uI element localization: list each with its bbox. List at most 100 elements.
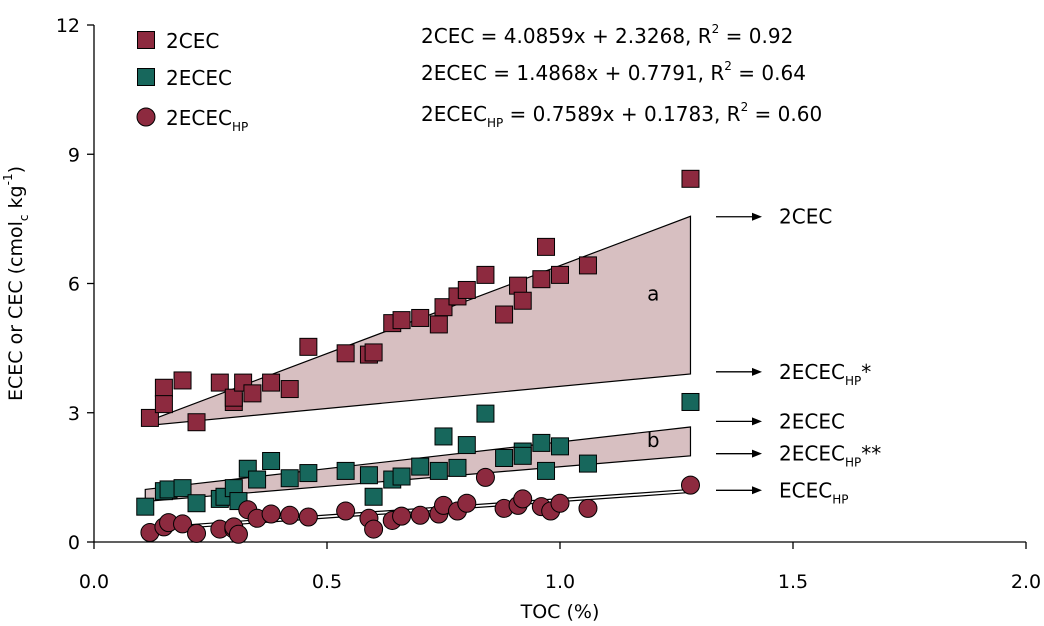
point-2ECEC bbox=[429, 461, 448, 480]
point-2CEC bbox=[280, 380, 299, 399]
point-2ECEC bbox=[434, 427, 453, 446]
point-2CEC bbox=[551, 265, 569, 284]
point-2ECEC bbox=[551, 437, 569, 456]
regression-equations: 2CEC = 4.0859x + 2.3268, R2​ = 0.92 2ECEC… bbox=[421, 22, 822, 130]
arrow-label-2: 2ECEC bbox=[779, 409, 845, 433]
point-2CEC bbox=[187, 413, 206, 432]
point-2ECEC_HP bbox=[680, 475, 700, 495]
legend-label-0: 2CEC bbox=[166, 29, 219, 53]
arrow-head-1 bbox=[752, 367, 762, 376]
point-2ECEC bbox=[187, 494, 206, 513]
point-2CEC bbox=[681, 169, 700, 188]
point-2CEC bbox=[224, 388, 243, 407]
point-2ECEC_HP bbox=[280, 505, 300, 525]
x-axis-title: TOC (%) bbox=[520, 601, 600, 623]
legend-marker-2 bbox=[136, 107, 156, 127]
x-tick-label: 0.5 bbox=[312, 571, 342, 593]
point-2CEC bbox=[495, 305, 514, 324]
region-label-a: a bbox=[647, 282, 659, 306]
point-2CEC bbox=[140, 408, 159, 427]
point-2ECEC_HP bbox=[457, 493, 477, 513]
point-2ECEC_HP bbox=[173, 514, 193, 534]
data-points bbox=[136, 169, 700, 544]
point-2CEC bbox=[243, 384, 262, 403]
point-2ECEC bbox=[359, 466, 378, 485]
y-axis-title: ECEC or CEC (cmolc​ kg-1​) bbox=[1, 166, 31, 401]
point-2ECEC_HP bbox=[578, 498, 598, 518]
point-2ECEC bbox=[392, 467, 411, 486]
point-2ECEC_HP bbox=[410, 505, 430, 525]
point-2CEC bbox=[429, 315, 448, 334]
point-2ECEC bbox=[411, 457, 430, 476]
y-tick-label: 0 bbox=[68, 532, 80, 554]
point-2CEC bbox=[173, 371, 192, 390]
point-2CEC bbox=[210, 373, 229, 392]
arrow-head-3 bbox=[752, 449, 762, 458]
point-2ECEC bbox=[299, 464, 318, 483]
arrow-head-4 bbox=[752, 486, 762, 495]
point-2ECEC bbox=[476, 404, 495, 423]
arrow-label-0: 2CEC bbox=[779, 205, 832, 229]
point-2ECEC bbox=[364, 487, 383, 506]
point-2ECEC bbox=[280, 469, 299, 488]
point-2CEC bbox=[457, 280, 476, 299]
equation-1: 2ECEC = 1.4868x + 0.7791, R2​ = 0.64 bbox=[421, 59, 806, 85]
equation-2: 2ECECHP​ = 0.7589x + 0.1783, R2​ = 0.60 bbox=[421, 100, 822, 130]
annotations: a b 2CEC 2ECECHP​* 2ECEC 2ECECHP​** ECECHP​ bbox=[647, 205, 881, 507]
point-2ECEC_HP bbox=[298, 507, 318, 527]
point-2ECEC_HP bbox=[513, 489, 533, 509]
point-2CEC bbox=[578, 256, 597, 275]
point-2ECEC_HP bbox=[187, 523, 207, 543]
point-2ECEC_HP bbox=[228, 524, 248, 544]
equation-0: 2CEC = 4.0859x + 2.3268, R2​ = 0.92 bbox=[421, 22, 793, 48]
arrow-label-4: ECECHP​ bbox=[779, 478, 848, 506]
point-2ECEC bbox=[457, 436, 476, 455]
point-2ECEC_HP bbox=[550, 493, 570, 513]
point-2CEC bbox=[513, 291, 532, 310]
point-2ECEC_HP bbox=[336, 501, 356, 521]
y-tick-label: 9 bbox=[68, 144, 80, 166]
point-2ECEC bbox=[513, 446, 532, 465]
x-tick-label: 2.0 bbox=[1011, 571, 1041, 593]
point-2ECEC bbox=[681, 392, 700, 411]
point-2CEC bbox=[392, 311, 411, 330]
x-tick-label: 0.0 bbox=[79, 571, 109, 593]
axes: 0 3 6 9 12 0.0 0.5 1.0 1.5 2.0 TOC (%) ECEC or CEC … bbox=[1, 15, 1041, 623]
point-2CEC bbox=[364, 343, 383, 362]
point-2ECEC_HP bbox=[392, 506, 412, 526]
legend-marker-1 bbox=[137, 68, 155, 86]
y-tick-label: 12 bbox=[56, 15, 80, 37]
arrow-label-3: 2ECECHP​** bbox=[779, 442, 881, 470]
point-2CEC bbox=[537, 237, 556, 256]
series-2CEC bbox=[140, 169, 700, 432]
point-2ECEC bbox=[537, 461, 556, 480]
arrow-head-0 bbox=[752, 212, 762, 221]
x-tick-label: 1.0 bbox=[545, 571, 575, 593]
arrow-head-2 bbox=[752, 417, 762, 426]
point-2ECEC bbox=[336, 461, 355, 480]
y-tick-label: 6 bbox=[68, 274, 80, 296]
region-label-b: b bbox=[647, 428, 660, 452]
point-2CEC bbox=[411, 308, 430, 327]
point-2ECEC_HP bbox=[475, 467, 495, 487]
point-2ECEC_HP bbox=[261, 504, 281, 524]
point-2CEC bbox=[509, 276, 528, 295]
point-2ECEC bbox=[495, 448, 514, 467]
point-2ECEC bbox=[173, 479, 192, 498]
legend-marker-0 bbox=[137, 31, 155, 49]
point-2ECEC bbox=[248, 470, 267, 489]
point-2ECEC bbox=[578, 454, 597, 473]
point-2ECEC bbox=[136, 497, 155, 516]
point-2CEC bbox=[476, 265, 495, 284]
point-2ECEC bbox=[262, 452, 281, 471]
point-2CEC bbox=[532, 270, 551, 289]
series-2ECEC bbox=[136, 392, 700, 516]
point-2CEC bbox=[299, 337, 318, 356]
y-tick-label: 3 bbox=[68, 403, 80, 425]
point-2CEC bbox=[336, 344, 355, 363]
point-2CEC bbox=[434, 298, 453, 317]
legend-label-1: 2ECEC bbox=[166, 66, 232, 90]
point-2CEC bbox=[154, 378, 173, 397]
point-2CEC bbox=[154, 395, 173, 414]
